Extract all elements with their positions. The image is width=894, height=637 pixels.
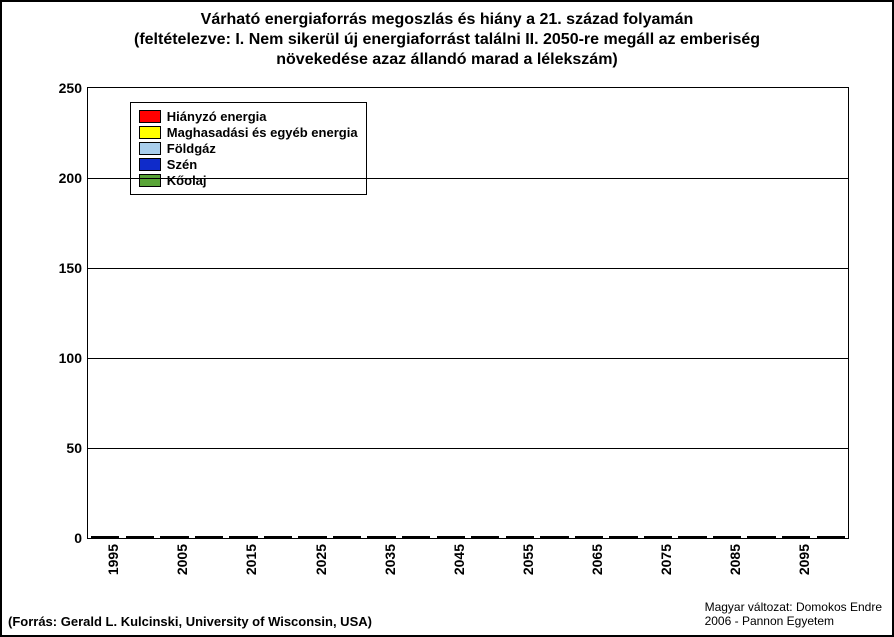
y-tick: 200 <box>42 170 82 186</box>
chart-title: Várható energiaforrás megoszlás és hiány… <box>2 10 892 70</box>
bar-segment-maghasadasi <box>229 536 257 538</box>
legend-label: Kőolaj <box>167 173 207 188</box>
bar-segment-maghasadasi <box>160 536 188 538</box>
legend-swatch <box>139 142 161 155</box>
bar-segment-hianyzo <box>817 536 845 538</box>
x-tick: 2035 <box>382 544 398 575</box>
y-tick: 50 <box>42 440 82 456</box>
legend-label: Maghasadási és egyéb energia <box>167 125 358 140</box>
legend-swatch <box>139 110 161 123</box>
bar-segment-maghasadasi <box>471 536 499 538</box>
y-tick: 0 <box>42 530 82 546</box>
y-tick: 250 <box>42 80 82 96</box>
legend-item-szen: Szén <box>139 157 358 172</box>
legend-label: Szén <box>167 157 197 172</box>
x-tick: 2095 <box>796 544 812 575</box>
legend-item-foldgaz: Földgáz <box>139 141 358 156</box>
x-tick: 2025 <box>313 544 329 575</box>
bar-segment-maghasadasi <box>126 536 154 538</box>
bar-segment-hianyzo <box>609 536 637 538</box>
credit-text: Magyar változat: Domokos Endre2006 - Pan… <box>705 601 882 629</box>
bar-segment-maghasadasi <box>506 536 534 538</box>
bar-segment-hianyzo <box>747 536 775 538</box>
x-tick: 2005 <box>174 544 190 575</box>
x-tick: 2045 <box>451 544 467 575</box>
bar-segment-hianyzo <box>782 536 810 538</box>
legend-swatch <box>139 126 161 139</box>
bar-segment-maghasadasi <box>195 536 223 538</box>
bar-segment-maghasadasi <box>264 536 292 538</box>
grid-line <box>88 448 848 449</box>
x-tick: 1995 <box>105 544 121 575</box>
chart-frame: Várható energiaforrás megoszlás és hiány… <box>0 0 894 637</box>
bar-segment-maghasadasi <box>333 536 361 538</box>
legend-swatch <box>139 158 161 171</box>
bar-segment-hianyzo <box>678 536 706 538</box>
y-tick: 150 <box>42 260 82 276</box>
grid-line <box>88 268 848 269</box>
bar-segment-hianyzo <box>713 536 741 538</box>
x-tick: 2015 <box>243 544 259 575</box>
bar-segment-maghasadasi <box>437 536 465 538</box>
x-tick: 2085 <box>727 544 743 575</box>
legend: Hiányzó energiaMaghasadási és egyéb ener… <box>130 102 367 195</box>
legend-item-koolaj: Kőolaj <box>139 173 358 188</box>
bar-segment-hianyzo <box>644 536 672 538</box>
y-tick: 100 <box>42 350 82 366</box>
bar-segment-hianyzo <box>540 536 568 538</box>
x-tick: 2065 <box>589 544 605 575</box>
bar-segment-maghasadasi <box>367 536 395 538</box>
bar-segment-maghasadasi <box>91 536 119 538</box>
grid-line <box>88 358 848 359</box>
x-tick: 2075 <box>658 544 674 575</box>
legend-label: Hiányzó energia <box>167 109 267 124</box>
bar-segment-hianyzo <box>575 536 603 538</box>
bar-segment-maghasadasi <box>298 536 326 538</box>
x-tick: 2055 <box>520 544 536 575</box>
source-text: (Forrás: Gerald L. Kulcinski, University… <box>8 614 372 629</box>
legend-label: Földgáz <box>167 141 216 156</box>
grid-line <box>88 178 848 179</box>
legend-swatch <box>139 174 161 187</box>
plot-area: Hiányzó energiaMaghasadási és egyéb ener… <box>87 87 849 539</box>
legend-item-maghasadasi: Maghasadási és egyéb energia <box>139 125 358 140</box>
bar-segment-maghasadasi <box>402 536 430 538</box>
legend-item-hianyzo: Hiányzó energia <box>139 109 358 124</box>
